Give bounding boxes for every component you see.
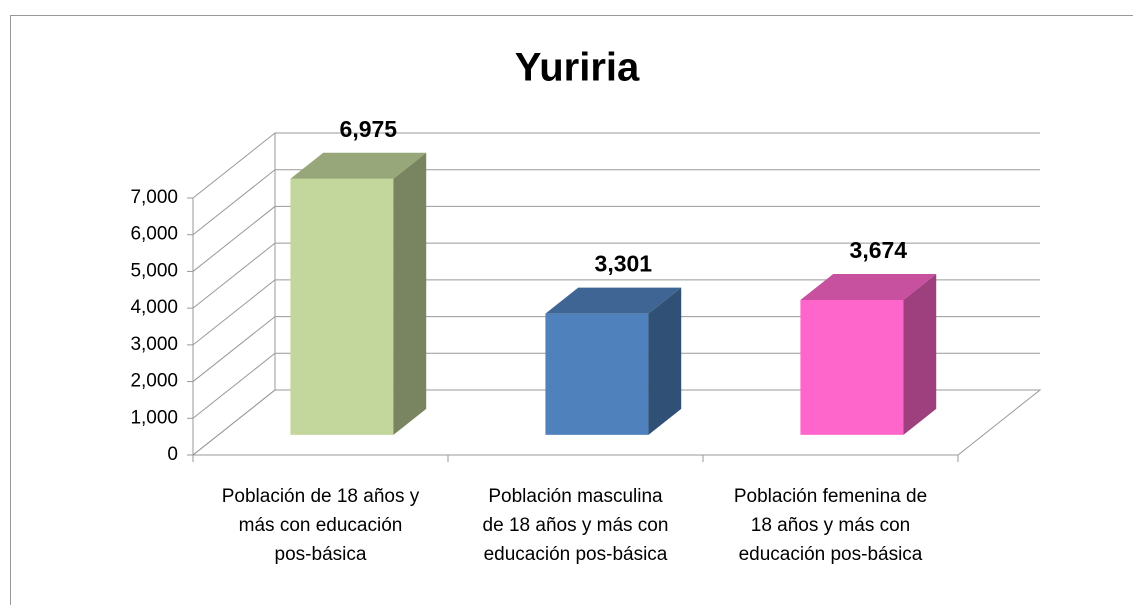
y-tick-label: 2,000 [130,371,178,392]
bar-side [903,273,937,435]
x-tick-label: Población de 18 años y más con educación… [221,486,420,565]
grid-line [192,316,1040,382]
bar-front [800,299,904,435]
bar-top [545,287,682,314]
grid-line [192,132,1040,199]
grid-line [192,389,1040,456]
bar-top [290,152,427,179]
bar-top [800,273,937,300]
bar-front [290,178,394,435]
data-label: 6,975 [340,116,398,142]
grid-line [192,242,1040,309]
x-tick-label: Población femenina de 18 años y más con … [733,486,928,565]
grid-line [192,169,1040,236]
y-tick-label: 4,000 [130,297,178,318]
grid-line [192,352,1040,419]
y-tick-label: 1,000 [130,407,178,428]
chart-title: Yuriria [515,46,640,90]
data-label: 3,674 [850,237,908,263]
bar-side [648,287,682,435]
y-tick-label: 0 [167,444,178,465]
grid-line [192,279,1040,346]
grid-line [192,205,1040,272]
y-tick-label: 5,000 [130,260,178,281]
bar-front [545,313,649,435]
y-tick-label: 6,000 [130,224,178,245]
data-label: 3,301 [595,251,653,277]
bar-side [393,152,427,435]
y-tick-label: 7,000 [130,187,178,208]
y-tick-label: 3,000 [130,334,178,355]
chart-border [10,15,1133,605]
x-tick-label: Población masculina de 18 años y más con… [482,486,669,565]
